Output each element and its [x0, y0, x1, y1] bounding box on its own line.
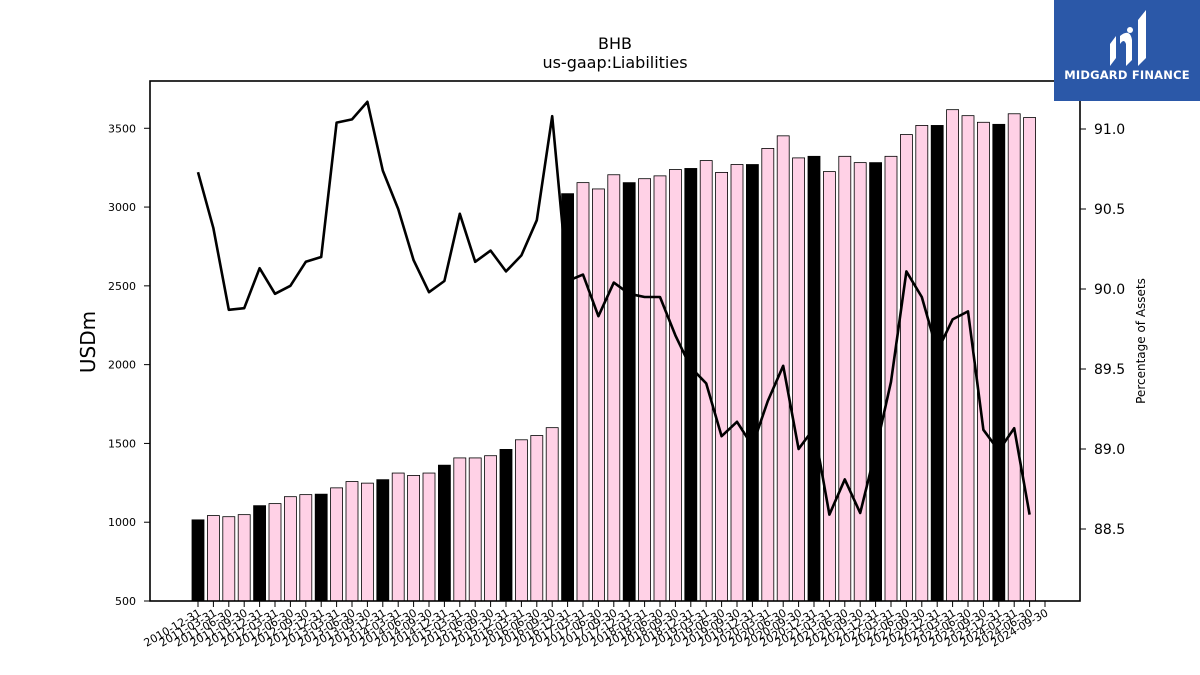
bar — [915, 125, 929, 602]
bar — [545, 427, 559, 602]
bar — [422, 472, 436, 602]
bar — [946, 109, 959, 602]
bar — [268, 503, 282, 602]
bar — [453, 457, 467, 602]
bar — [576, 182, 590, 602]
x-axis: 2010-12-312011-03-312011-06-302011-09-30… — [142, 601, 1051, 650]
y2-tick-label: 91.0 — [1094, 122, 1125, 138]
bar — [638, 178, 651, 602]
chart-subtitle: us-gaap:Liabilities — [542, 53, 687, 72]
bar — [437, 464, 451, 602]
bar — [237, 514, 251, 602]
bar — [653, 175, 667, 602]
bar — [823, 171, 836, 602]
bar — [391, 472, 405, 602]
y-tick-label: 500 — [115, 595, 136, 608]
bar — [869, 162, 882, 602]
percentage-line — [196, 100, 1031, 516]
y2-tick-label: 90.5 — [1094, 202, 1125, 218]
y2-tick-label: 88.5 — [1094, 522, 1125, 538]
chart-title: BHB — [598, 34, 632, 53]
bar — [484, 455, 498, 602]
y2-tick-label: 90.0 — [1094, 282, 1125, 298]
bar — [715, 171, 728, 602]
bar — [191, 519, 205, 602]
bar — [407, 475, 421, 602]
bar — [992, 123, 1006, 602]
bar — [853, 162, 867, 602]
line-series — [196, 100, 1031, 516]
bar — [977, 121, 990, 602]
y-tick-label: 2500 — [108, 280, 136, 293]
bar — [206, 515, 220, 602]
y-axis-label: USDm — [76, 311, 100, 373]
bar — [607, 174, 621, 602]
bar — [314, 493, 328, 602]
y-tick-label: 3500 — [108, 122, 136, 135]
plot-frame — [149, 80, 1081, 602]
bar — [684, 168, 698, 602]
bar — [330, 487, 344, 602]
bar — [838, 155, 852, 602]
brand-logo: MIDGARD FINANCE — [1054, 0, 1200, 101]
bar — [1007, 113, 1021, 602]
bar — [761, 148, 775, 602]
bar — [746, 164, 759, 602]
bar — [561, 193, 574, 602]
bar — [961, 115, 975, 602]
bar — [622, 182, 636, 602]
y2-tick-label: 89.5 — [1094, 362, 1125, 378]
bar — [669, 169, 682, 602]
bar — [468, 457, 482, 602]
logo-text: MIDGARD FINANCE — [1064, 68, 1190, 82]
y-tick-label: 1500 — [108, 437, 136, 450]
y-axis-left: 500 1000 1500 2000 2500 3000 3500 — [108, 122, 150, 608]
midgard-mark-icon — [1110, 10, 1146, 66]
bar — [345, 481, 359, 602]
bar — [807, 155, 821, 602]
bar-series — [191, 109, 1036, 602]
bar — [360, 482, 374, 602]
y-tick-label: 3000 — [108, 201, 136, 214]
bar — [592, 188, 605, 602]
bar — [930, 125, 944, 602]
bar — [283, 496, 297, 602]
y-tick-label: 1000 — [108, 516, 136, 529]
bar — [530, 435, 544, 602]
bar — [900, 134, 913, 602]
y2-tick-label: 89.0 — [1094, 442, 1125, 458]
bar — [1023, 117, 1036, 602]
bar — [222, 516, 236, 602]
bar — [299, 494, 313, 602]
bar — [376, 479, 390, 602]
bar — [515, 439, 528, 602]
bar — [253, 505, 267, 602]
bar — [730, 164, 744, 602]
bar — [499, 449, 513, 602]
y2-axis-label: Percentage of Assets — [1134, 278, 1148, 404]
y-axis-right: 88.5 89.0 89.5 90.0 90.5 91.0 — [1080, 122, 1125, 538]
bar — [792, 157, 805, 602]
y-tick-label: 2000 — [108, 359, 136, 372]
